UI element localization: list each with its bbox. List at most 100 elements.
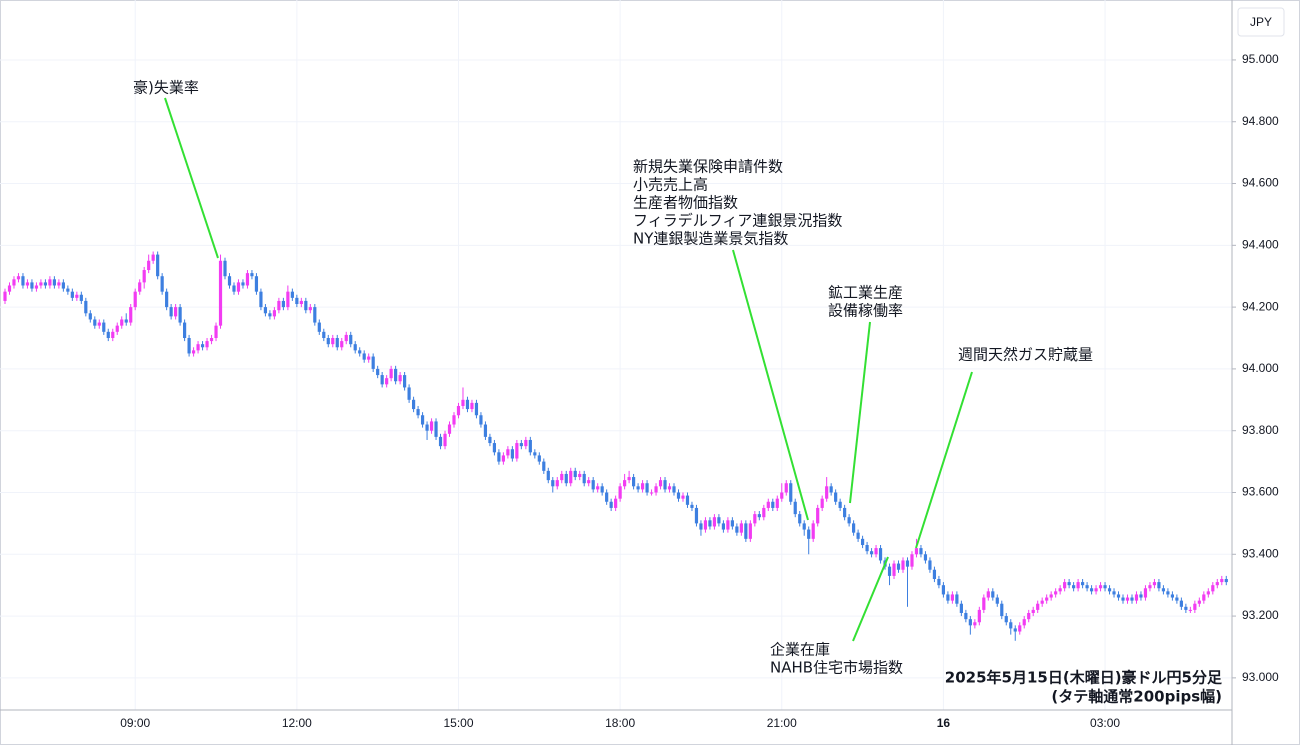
candle-body <box>919 548 923 555</box>
candle-body <box>380 375 384 385</box>
candle-body <box>753 514 757 524</box>
footer-text: (タテ軸通常200pips幅) <box>1051 688 1222 706</box>
candle-body <box>160 276 164 292</box>
candle-body <box>977 609 981 623</box>
candle-body <box>582 473 586 484</box>
candle-body <box>142 270 146 283</box>
candle-body <box>672 486 676 493</box>
candle-body <box>79 294 83 301</box>
candle-body <box>636 486 640 490</box>
candle-body <box>326 338 330 345</box>
candle-body <box>569 470 573 484</box>
candle-body <box>551 480 555 487</box>
candle-body <box>245 273 250 286</box>
candle-body <box>1089 588 1094 592</box>
candle-body <box>281 300 285 308</box>
candle-body <box>1125 597 1130 601</box>
candle-body <box>66 288 70 292</box>
candle-body <box>964 612 968 620</box>
candle-body <box>789 483 793 502</box>
candle-body <box>1022 619 1026 626</box>
candle-body <box>1098 585 1103 589</box>
candle-body <box>218 260 223 326</box>
candle-body <box>596 486 600 490</box>
candle-body <box>106 331 110 339</box>
candle-body <box>515 443 519 459</box>
candle-body <box>196 344 200 351</box>
candle-body <box>811 523 815 539</box>
candles <box>3 251 1228 641</box>
candle-body <box>694 507 699 524</box>
y-tick-label: 93.800 <box>1242 423 1279 437</box>
annotation-text: 週間天然ガス貯蔵量 <box>958 346 1093 364</box>
candle-body <box>254 276 259 292</box>
candle-body <box>129 307 133 323</box>
annotation-text: 鉱工業生産 <box>828 284 903 302</box>
candle-body <box>623 480 627 487</box>
candle-body <box>227 276 232 286</box>
candle-body <box>946 594 950 601</box>
candle-body <box>501 455 505 462</box>
candle-body <box>70 291 74 298</box>
candle-body <box>1058 588 1062 592</box>
candle-body <box>461 399 465 406</box>
annotation-text: フィラデルフィア連銀景況指数 <box>633 212 842 230</box>
annotation-text: 生産者物価指数 <box>633 194 738 212</box>
x-tick-label: 21:00 <box>767 716 797 730</box>
candle-body <box>1206 591 1210 595</box>
candle-body <box>447 424 452 434</box>
candle-body <box>959 603 963 613</box>
currency-label: JPY <box>1250 15 1272 29</box>
candle-body <box>1193 603 1197 610</box>
candle-body <box>533 452 537 456</box>
candle-body <box>236 282 241 292</box>
candle-body <box>878 548 883 561</box>
candle-body <box>205 341 209 348</box>
candle-body <box>798 514 802 524</box>
currency-badge[interactable] <box>1237 7 1285 37</box>
candle-body <box>1107 588 1112 592</box>
axes: 93.000 93.200 93.400 93.600 93.800 94.000 94.2… <box>120 52 1279 730</box>
candle-body <box>991 591 995 598</box>
candle-body <box>403 375 407 388</box>
candle-body <box>308 307 312 311</box>
candle-body <box>618 486 622 499</box>
candle-body <box>1045 597 1049 601</box>
candle-body <box>896 563 901 570</box>
candle-body <box>564 473 568 484</box>
candle-body <box>420 415 425 425</box>
candle-body <box>16 276 21 280</box>
candle-body <box>452 415 456 425</box>
candle-body <box>510 449 514 459</box>
candle-body <box>1112 591 1116 595</box>
candle-body <box>663 480 667 490</box>
candle-body <box>923 554 928 561</box>
candle-body <box>1027 612 1031 620</box>
candle-body <box>344 334 348 342</box>
candle-body <box>685 495 690 505</box>
candle-body <box>982 597 986 610</box>
candle-body <box>730 520 734 527</box>
candle-body <box>1215 582 1219 586</box>
x-tick-label: 12:00 <box>282 716 312 730</box>
candle-body <box>775 498 779 508</box>
candle-body <box>465 399 470 410</box>
candle-body <box>102 322 106 332</box>
candle-body <box>649 492 654 494</box>
y-tick-label: 94.800 <box>1242 114 1279 128</box>
candle-body <box>97 322 101 326</box>
candle-body <box>52 279 56 286</box>
candle-body <box>542 461 546 471</box>
candle-body <box>1211 585 1215 592</box>
candle-body <box>376 368 380 376</box>
candle-body <box>1170 594 1174 598</box>
candle-body <box>726 520 730 530</box>
candle-body <box>61 282 65 289</box>
candle-body <box>268 313 272 317</box>
candle-body <box>416 409 420 416</box>
y-tick-label: 93.200 <box>1242 608 1279 622</box>
candle-body <box>492 443 497 453</box>
candle-body <box>367 356 371 360</box>
candle-body <box>209 338 214 342</box>
candle-body <box>524 439 528 447</box>
